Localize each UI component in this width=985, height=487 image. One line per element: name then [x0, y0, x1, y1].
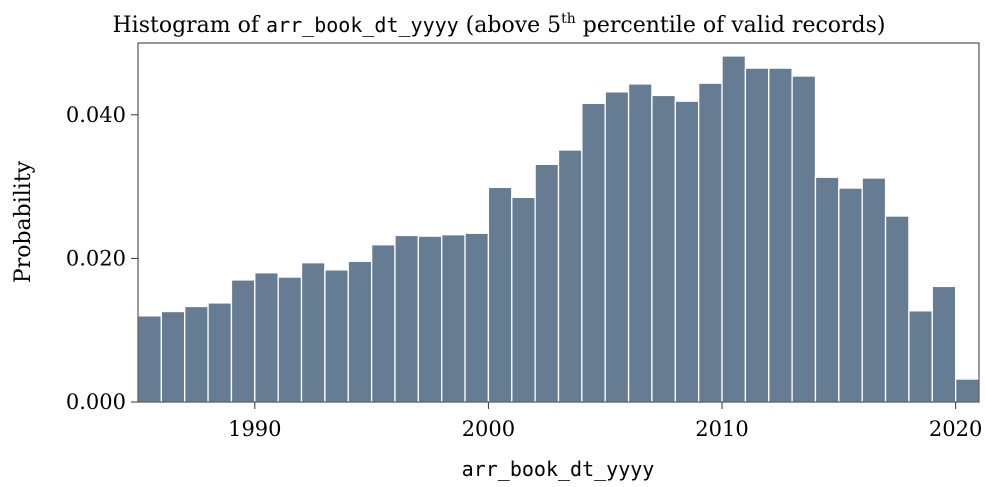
y-axis-label: Probability — [11, 160, 36, 283]
histogram-bar-2002 — [534, 163, 560, 403]
histogram-bar-2007 — [651, 94, 676, 403]
histogram-bar-1988 — [207, 302, 233, 403]
histogram-bar-2018 — [908, 310, 933, 403]
histogram-bar-1996 — [394, 234, 419, 403]
x-tick-label: 1990 — [228, 417, 281, 441]
y-tick-label: 0.000 — [66, 390, 126, 414]
histogram-bar-2001 — [511, 196, 536, 403]
x-tick-label: 2020 — [929, 417, 982, 441]
histogram-bar-1987 — [184, 305, 209, 403]
histogram-bar-2005 — [604, 91, 630, 403]
x-tick-label: 2010 — [695, 417, 748, 441]
histogram-bar-2017 — [884, 215, 910, 403]
histogram-bar-2006 — [627, 83, 653, 403]
x-tick-label: 2000 — [462, 417, 515, 441]
histogram-bar-2020 — [954, 378, 980, 403]
histogram-bar-2000 — [487, 186, 513, 403]
histogram-bar-1991 — [277, 276, 303, 403]
histogram-bar-2004 — [581, 102, 606, 403]
bars-group — [137, 55, 980, 403]
histogram-bar-2011 — [744, 67, 770, 403]
histogram-bar-2003 — [557, 149, 583, 403]
histogram-bar-1993 — [324, 269, 349, 403]
histogram-bar-1995 — [370, 244, 396, 403]
histogram-bar-1994 — [347, 260, 373, 403]
y-tick-label: 0.020 — [66, 246, 126, 270]
histogram-bar-2014 — [814, 176, 840, 403]
histogram-bar-2015 — [838, 187, 863, 403]
x-axis-label: arr_book_dt_yyyy — [462, 457, 655, 481]
histogram-bar-1989 — [230, 279, 256, 403]
histogram-bar-1999 — [464, 232, 490, 403]
histogram-bar-1998 — [441, 234, 466, 403]
histogram-bar-2019 — [931, 285, 957, 403]
histogram-bar-1997 — [417, 235, 443, 403]
y-axis: 0.000 0.020 0.040 — [66, 103, 138, 414]
histogram-bar-2008 — [674, 100, 700, 403]
histogram-bar-2013 — [791, 75, 817, 403]
histogram-bar-2012 — [768, 67, 793, 403]
histogram-bar-1992 — [300, 262, 326, 403]
histogram-bar-2009 — [698, 82, 723, 403]
histogram-bar-2016 — [861, 177, 887, 403]
plot-frame — [137, 42, 980, 403]
histogram-bar-2010 — [721, 55, 747, 403]
histogram-bar-1985 — [137, 315, 163, 403]
histogram-bar-1990 — [254, 272, 279, 403]
histogram-bar-1986 — [160, 310, 186, 403]
x-axis: 1990 2000 2010 2020 — [228, 402, 982, 441]
chart-title: Histogram of arr_book_dt_yyyy (above 5th… — [112, 11, 885, 38]
y-tick-label: 0.040 — [66, 103, 126, 127]
